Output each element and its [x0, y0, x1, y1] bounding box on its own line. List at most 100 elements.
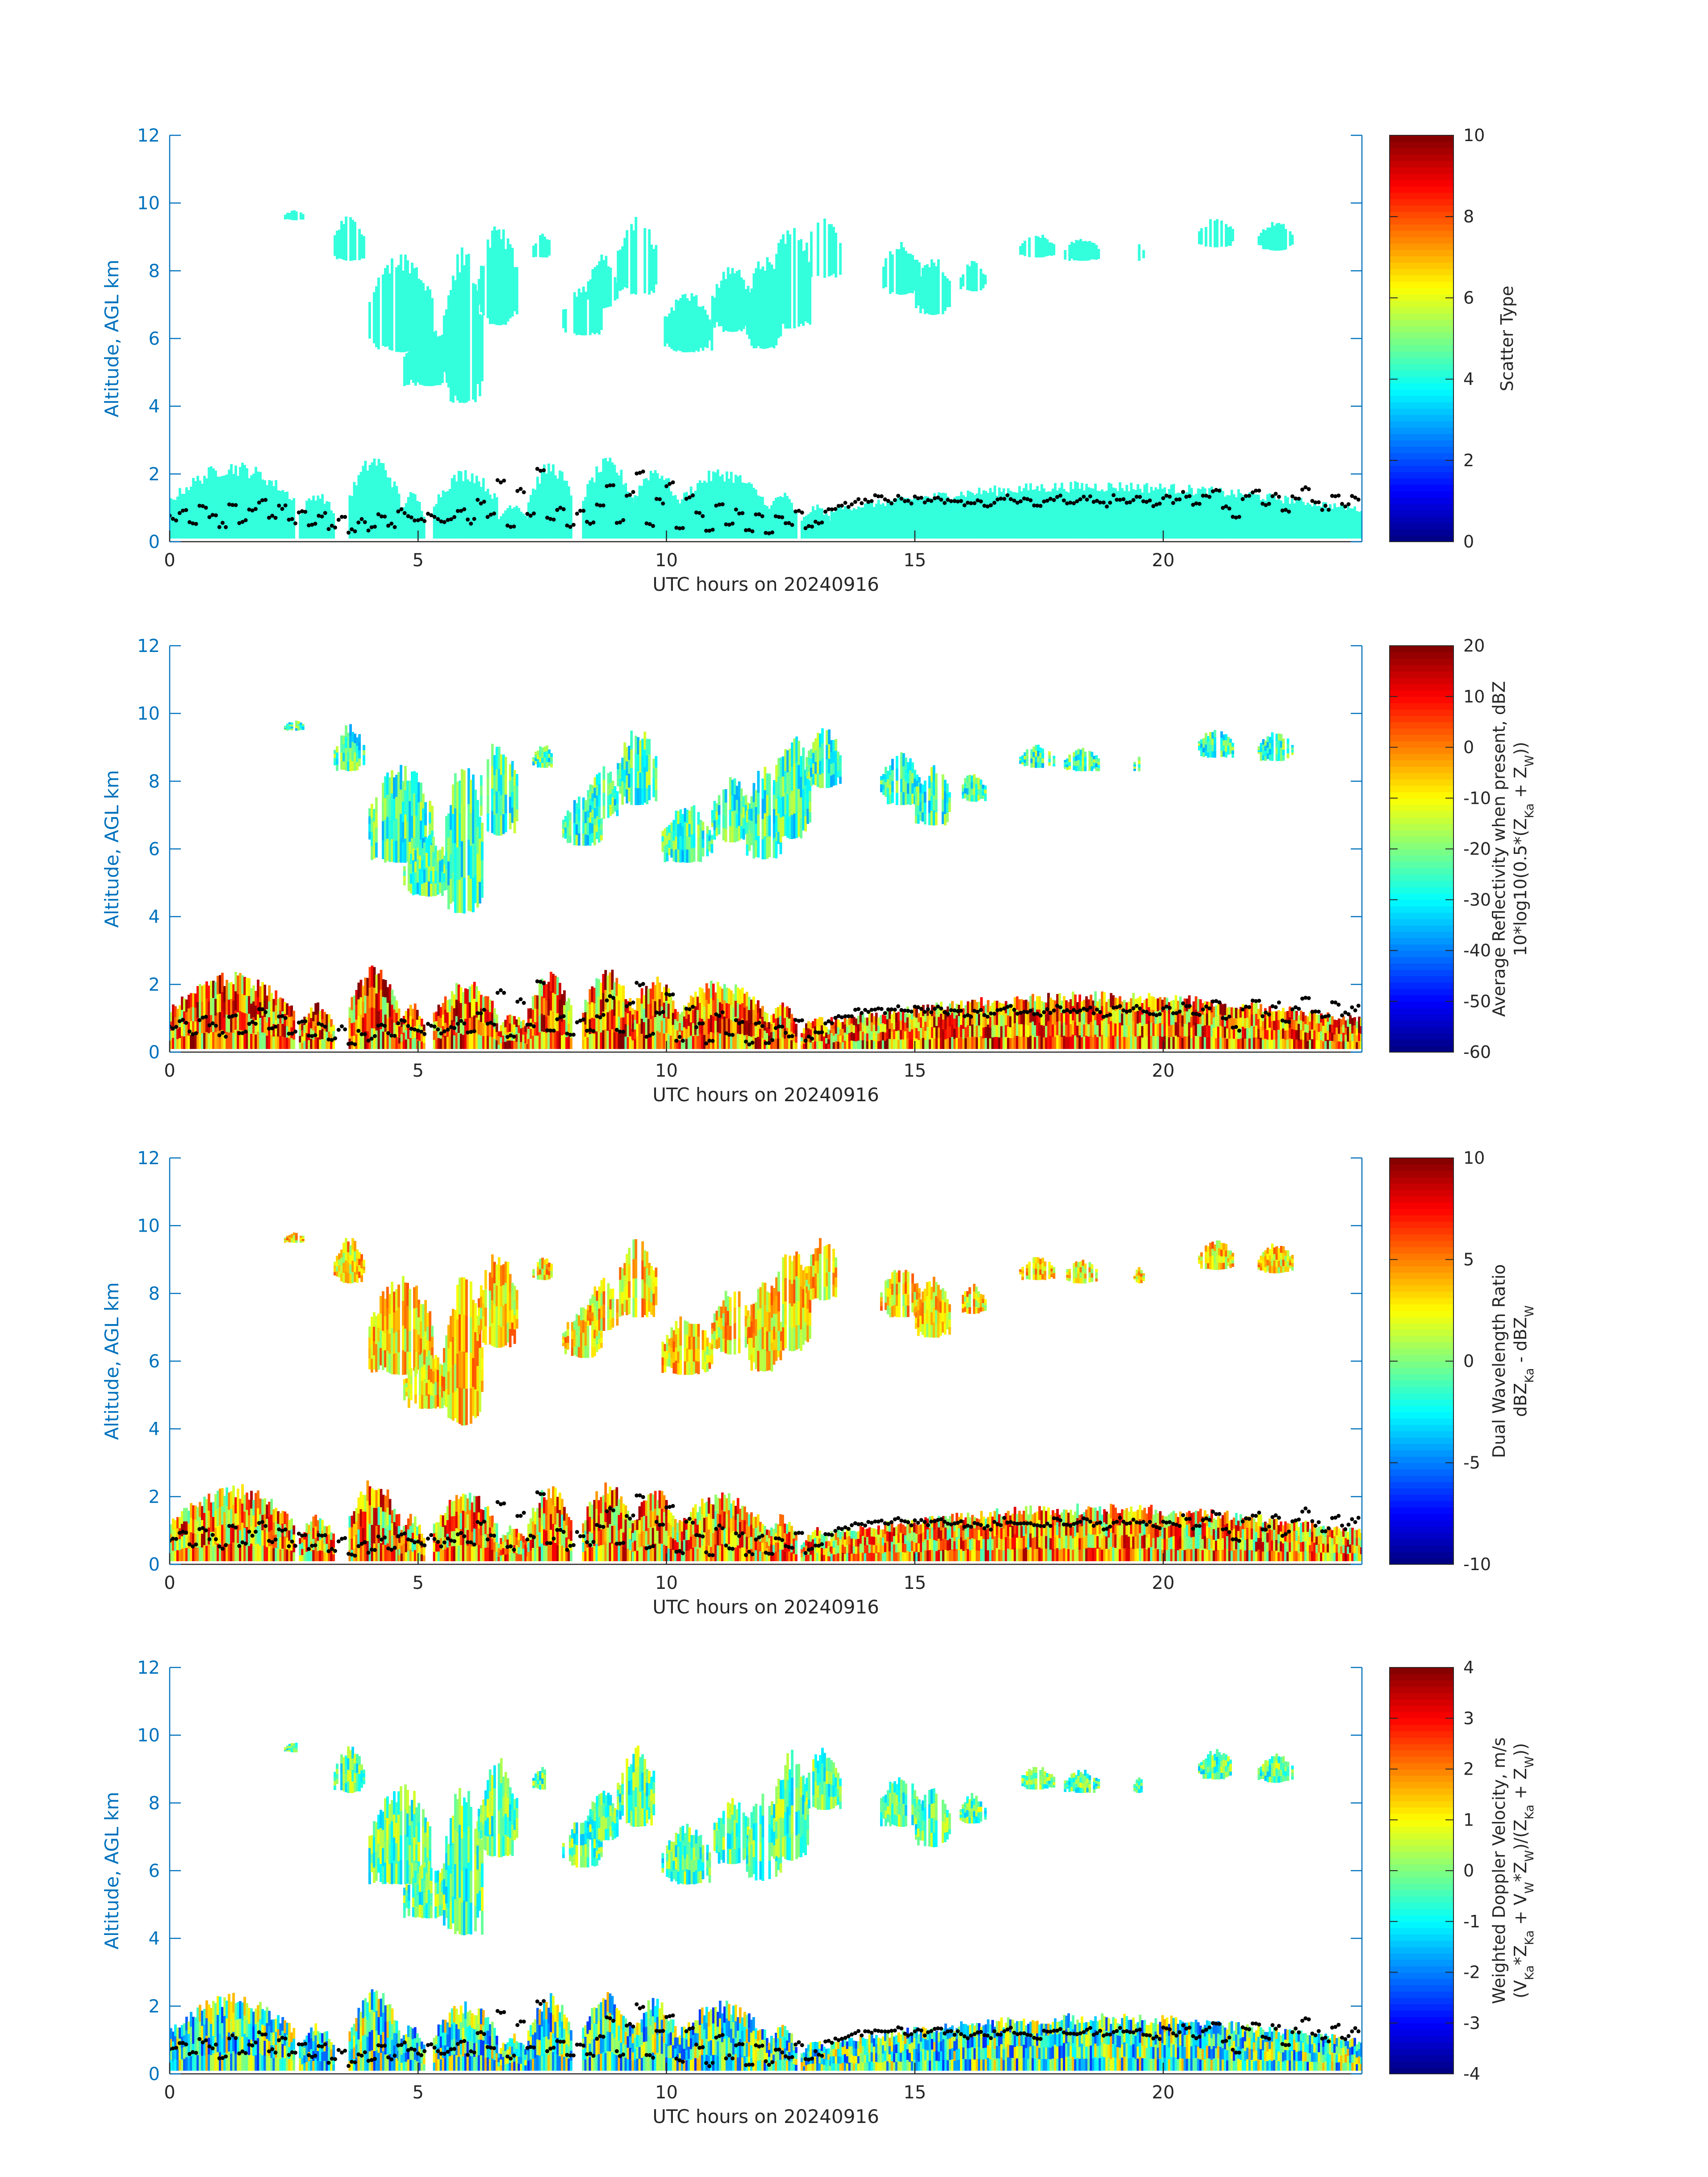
cloud-streak-upper	[546, 751, 548, 757]
cloud-streak-upper	[923, 791, 927, 803]
cloud-streak-low	[931, 1027, 934, 1038]
cloud-streak-low	[1345, 510, 1347, 539]
cloud-streak-upper	[546, 762, 548, 768]
cloud-streak-low	[736, 1003, 739, 1019]
cloud-streak-upper	[944, 802, 947, 814]
cloud-streak-low	[931, 1015, 934, 1027]
cloud-streak-low	[837, 1027, 840, 1035]
cloud-streak-low	[409, 492, 412, 539]
cloud-streak-upper	[600, 818, 603, 824]
cloud-streak-low	[723, 1032, 726, 1049]
cloud-streak-low	[534, 1022, 537, 1036]
cloud-streak-low	[473, 483, 476, 539]
cloud-streak-upper	[1088, 756, 1091, 761]
cloud-base-dot	[303, 510, 308, 514]
cloud-streak-low	[1014, 492, 1016, 539]
cloud-streak-low	[226, 1031, 228, 1049]
cloud-streak-low	[1090, 1035, 1093, 1049]
cloud-base-dot	[462, 507, 467, 511]
cloud-streak-low	[902, 497, 905, 539]
cloud-streak-low	[1286, 497, 1289, 539]
cloud-streak-upper	[675, 823, 678, 837]
cloud-streak-low	[915, 1017, 918, 1028]
cloud-streak-upper	[948, 802, 951, 807]
cloud-streak-upper	[1030, 753, 1033, 759]
cloud-streak-upper	[532, 763, 535, 765]
cloud-streak-low	[593, 987, 596, 1003]
cloud-streak-low	[1000, 492, 1003, 539]
cloud-streak-upper	[686, 810, 689, 823]
cloud-streak-upper	[889, 765, 892, 775]
cloud-base-dot	[1098, 500, 1102, 505]
cloud-streak-low	[1349, 1040, 1352, 1049]
cloud-streak-low	[640, 988, 643, 1004]
cloud-streak-low	[611, 462, 614, 539]
cloud-streak-low	[1110, 1035, 1113, 1049]
cloud-streak-low	[681, 1039, 684, 1049]
cloud-streak-low	[942, 1029, 945, 1040]
cloud-base-dot	[1168, 494, 1172, 499]
cloud-streak-low	[899, 496, 902, 539]
cloud-base-dot	[750, 1040, 755, 1045]
cloud-streak-low	[1101, 1020, 1104, 1035]
cloud-streak-low	[444, 492, 447, 539]
cloud-streak-low	[956, 1037, 958, 1049]
cloud-streak-low	[402, 1024, 405, 1033]
cloud-streak-low	[234, 972, 237, 991]
cloud-streak-low	[855, 1026, 858, 1034]
cloud-streak-low	[1132, 993, 1135, 1007]
cloud-base-dot	[210, 513, 215, 517]
cloud-streak-low	[818, 1032, 821, 1041]
cloud-streak-low	[314, 1026, 317, 1038]
cloud-streak-low	[1069, 1011, 1073, 1024]
cloud-streak-upper	[388, 273, 391, 350]
cloud-streak-upper	[932, 780, 935, 796]
cloud-streak-low	[1333, 1020, 1336, 1028]
cloud-streak-low	[464, 1033, 467, 1049]
cloud-streak-low	[1054, 1012, 1057, 1025]
cloud-streak-upper	[546, 239, 548, 258]
cloud-streak-upper	[670, 831, 673, 840]
cloud-base-dot	[681, 526, 685, 530]
cloud-streak-low	[522, 514, 525, 539]
cloud-base-dot	[254, 507, 258, 511]
cloud-streak-upper	[456, 880, 459, 913]
cloud-base-dot	[608, 994, 612, 999]
cloud-streak-low	[770, 1024, 773, 1032]
cloud-streak-low	[1199, 489, 1202, 539]
cloud-streak-upper	[415, 836, 418, 858]
cloud-streak-upper	[573, 834, 576, 845]
cloud-streak-upper	[416, 882, 419, 894]
cloud-streak-upper	[655, 767, 658, 779]
cloud-streak-low	[593, 1033, 596, 1049]
cloud-streak-low	[1009, 1038, 1012, 1049]
cloud-streak-upper	[784, 771, 787, 793]
cloud-streak-upper	[639, 788, 642, 805]
cloud-base-dot	[376, 1024, 380, 1028]
cloud-base-dot	[406, 514, 410, 518]
cloud-streak-upper	[800, 817, 802, 839]
cloud-streak-low	[310, 1028, 313, 1039]
cloud-streak-upper	[1266, 742, 1270, 748]
cloud-streak-low	[696, 1036, 699, 1049]
cloud-streak-low	[978, 1013, 981, 1026]
cloud-streak-low	[1253, 494, 1256, 539]
cloud-streak-low	[380, 969, 383, 990]
cloud-base-dot	[919, 1007, 923, 1011]
cloud-streak-upper	[368, 832, 371, 840]
cloud-streak-upper	[795, 762, 798, 788]
cloud-base-dot	[797, 1019, 801, 1023]
cloud-streak-low	[654, 985, 657, 1001]
cloud-streak-low	[942, 1019, 945, 1030]
cloud-streak-low	[241, 1030, 244, 1049]
cloud-streak-upper	[768, 262, 771, 348]
cloud-streak-low	[1132, 489, 1135, 539]
cloud-streak-low	[924, 1040, 927, 1049]
cloud-streak-upper	[1035, 762, 1038, 768]
cloud-streak-upper	[961, 274, 965, 287]
cloud-streak-upper	[930, 259, 933, 315]
cloud-base-dot	[1303, 485, 1308, 489]
cloud-streak-low	[1194, 1036, 1198, 1049]
cloud-streak-low	[364, 1031, 367, 1049]
cloud-streak-low	[827, 1034, 830, 1040]
